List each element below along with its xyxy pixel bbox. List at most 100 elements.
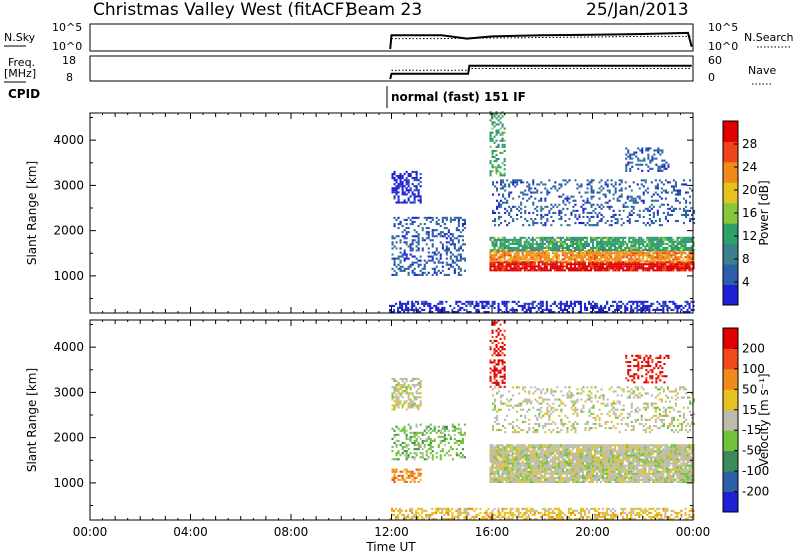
range-gate-cell <box>407 402 410 405</box>
range-gate-cell <box>528 224 531 227</box>
range-gate-cell <box>610 261 613 264</box>
range-gate-cell <box>537 269 540 272</box>
range-gate-cell <box>485 513 488 516</box>
range-gate-cell <box>399 175 402 178</box>
range-gate-cell <box>586 238 589 241</box>
range-gate-cell <box>512 181 515 184</box>
range-gate-cell <box>674 267 677 270</box>
range-gate-cell <box>407 394 410 397</box>
range-gate-cell <box>571 254 574 257</box>
range-gate-cell <box>401 302 404 305</box>
range-gate-cell <box>642 191 645 194</box>
range-gate-cell <box>519 515 522 518</box>
range-gate-cell <box>521 470 524 473</box>
range-gate-cell <box>537 464 540 467</box>
range-gate-cell <box>672 269 675 272</box>
range-gate-cell <box>491 151 494 154</box>
range-gate-cell <box>644 267 647 270</box>
range-gate-cell <box>523 470 526 473</box>
range-gate-cell <box>451 239 454 242</box>
range-gate-cell <box>501 263 504 266</box>
range-gate-cell <box>616 220 619 223</box>
range-gate-cell <box>457 267 460 270</box>
range-gate-cell <box>529 267 532 270</box>
range-gate-cell <box>495 456 498 459</box>
range-gate-cell <box>455 237 458 240</box>
range-gate-cell <box>557 515 560 518</box>
range-gate-cell <box>624 511 627 514</box>
range-gate-cell <box>628 258 631 261</box>
range-gate-cell <box>419 269 422 272</box>
range-gate-cell <box>451 265 454 268</box>
range-gate-cell <box>627 161 630 164</box>
range-gate-cell <box>457 241 460 244</box>
range-gate-cell <box>581 256 584 259</box>
range-gate-cell <box>539 242 542 245</box>
range-gate-cell <box>491 478 494 481</box>
range-gate-cell <box>519 470 522 473</box>
range-gate-cell <box>457 216 460 219</box>
range-gate-cell <box>553 263 556 266</box>
range-gate-cell <box>435 265 438 268</box>
range-gate-cell <box>455 216 458 219</box>
range-gate-cell <box>541 462 544 465</box>
range-gate-cell <box>523 306 526 309</box>
range-gate-cell <box>555 249 558 252</box>
range-gate-cell <box>529 254 532 257</box>
range-gate-cell <box>610 518 613 521</box>
range-gate-cell <box>555 258 558 261</box>
range-gate-cell <box>413 308 416 311</box>
range-gate-cell <box>650 265 653 268</box>
range-gate-cell <box>535 246 538 249</box>
range-gate-cell <box>610 238 613 241</box>
range-gate-cell <box>518 209 521 212</box>
range-gate-cell <box>649 159 652 162</box>
range-gate-cell <box>471 515 474 518</box>
range-gate-cell <box>459 216 462 219</box>
range-gate-cell <box>401 384 404 387</box>
range-gate-cell <box>521 513 524 516</box>
range-gate-cell <box>553 300 556 303</box>
range-gate-cell <box>628 246 631 249</box>
range-gate-cell <box>569 265 572 268</box>
range-gate-cell <box>688 304 691 307</box>
range-gate-cell <box>539 304 542 307</box>
power-data <box>389 111 696 314</box>
range-gate-cell <box>646 209 649 212</box>
range-gate-cell <box>628 220 631 223</box>
range-gate-cell <box>553 254 556 257</box>
range-gate-cell <box>533 452 536 455</box>
range-gate-cell <box>411 255 414 258</box>
range-gate-cell <box>489 254 492 257</box>
range-gate-cell <box>602 252 605 255</box>
range-gate-cell <box>509 263 512 266</box>
range-gate-cell <box>573 258 576 261</box>
range-gate-cell <box>569 244 572 247</box>
range-gate-cell <box>545 458 548 461</box>
range-gate-cell <box>684 300 687 303</box>
range-gate-cell <box>540 199 543 202</box>
range-gate-cell <box>493 244 496 247</box>
range-gate-cell <box>523 302 526 305</box>
range-gate-cell <box>606 183 609 186</box>
range-gate-cell <box>513 460 516 463</box>
range-gate-cell <box>622 265 625 268</box>
range-gate-cell <box>570 195 573 198</box>
range-gate-cell <box>455 448 458 451</box>
range-gate-cell <box>431 216 434 219</box>
range-gate-cell <box>405 380 408 383</box>
range-gate-cell <box>670 213 673 216</box>
range-gate-cell <box>539 240 542 243</box>
range-gate-cell <box>397 235 400 238</box>
range-gate-cell <box>557 507 560 510</box>
range-gate-cell <box>429 308 432 311</box>
range-gate-cell <box>499 263 502 266</box>
range-gate-cell <box>632 240 635 243</box>
range-gate-cell <box>658 263 661 266</box>
range-gate-cell <box>409 201 412 204</box>
range-gate-cell <box>590 224 593 227</box>
range-gate-cell <box>620 511 623 514</box>
range-gate-cell <box>515 466 518 469</box>
range-gate-cell <box>520 215 523 218</box>
range-gate-cell <box>451 425 454 428</box>
